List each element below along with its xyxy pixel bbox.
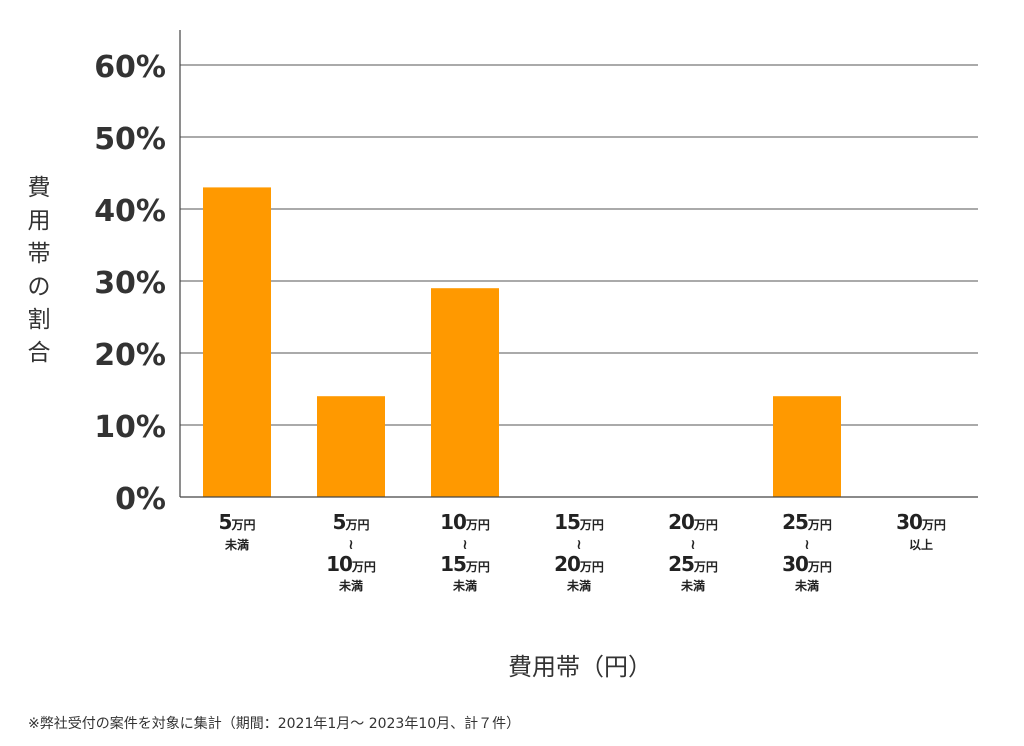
bar-5: [773, 396, 841, 497]
x-tick-label-4-line1: 20万円: [668, 510, 718, 534]
footnote: ※弊社受付の案件を対象に集計（期間：2021年1月～ 2023年10月、計７件）: [28, 716, 521, 732]
x-axis-label: 費用帯（円）: [508, 653, 652, 681]
x-tick-label-2-suffix: 未満: [452, 578, 477, 593]
y-tick-label: 40%: [94, 194, 166, 229]
y-tick-label: 0%: [115, 482, 166, 517]
y-axis-label-char-1: 用: [27, 208, 51, 234]
x-tick-label-1-suffix: 未満: [338, 578, 363, 593]
x-tick-label-6-line1: 30万円: [896, 510, 946, 534]
y-axis-label: 費用帯の割合: [22, 172, 56, 370]
x-tick-label-1-line1: 5万円: [333, 510, 370, 534]
x-tick-label-5-suffix: 未満: [794, 578, 819, 593]
x-tick-label-4-line2: 25万円: [668, 552, 718, 576]
x-tick-label-4-tilde: ≀: [690, 537, 695, 553]
bars: [203, 187, 841, 497]
y-axis-label-char-0: 費: [27, 175, 51, 201]
x-tick-labels: 5万円未満5万円≀10万円未満10万円≀15万円未満15万円≀20万円未満20万…: [219, 510, 946, 593]
bar-2: [431, 288, 499, 497]
x-tick-label-2-line2: 15万円: [440, 552, 490, 576]
y-axis-label-char-2: 帯: [27, 241, 51, 267]
x-tick-label-5-line1: 25万円: [782, 510, 832, 534]
y-axis-label-char-3: の: [27, 274, 51, 300]
x-tick-label-3-tilde: ≀: [576, 537, 581, 553]
x-tick-label-5-line2: 30万円: [782, 552, 832, 576]
x-tick-label-3-line1: 15万円: [554, 510, 604, 534]
x-tick-label-2-tilde: ≀: [462, 537, 467, 553]
y-tick-labels: 0% 10% 20% 30% 40% 50% 60%: [94, 50, 166, 517]
y-tick-label: 20%: [94, 338, 166, 373]
bar-1: [317, 396, 385, 497]
y-tick-label: 30%: [94, 266, 166, 301]
gridlines: [180, 64, 978, 426]
y-tick-label: 50%: [94, 122, 166, 157]
x-tick-label-5-tilde: ≀: [804, 537, 809, 553]
x-tick-label-4-suffix: 未満: [680, 578, 705, 593]
x-tick-label-0-line1: 5万円: [219, 510, 256, 534]
y-axis-label-char-5: 合: [27, 340, 51, 366]
y-tick-label: 10%: [94, 410, 166, 445]
x-tick-label-6-suffix: 以上: [909, 537, 933, 552]
x-tick-label-0-suffix: 未満: [224, 537, 249, 552]
x-tick-label-3-line2: 20万円: [554, 552, 604, 576]
bar-0: [203, 187, 271, 497]
x-tick-label-1-tilde: ≀: [348, 537, 353, 553]
y-tick-label: 60%: [94, 50, 166, 85]
x-tick-label-2-line1: 10万円: [440, 510, 490, 534]
y-axis-label-char-4: 割: [27, 307, 51, 333]
x-tick-label-1-line2: 10万円: [326, 552, 376, 576]
x-tick-label-3-suffix: 未満: [566, 578, 591, 593]
